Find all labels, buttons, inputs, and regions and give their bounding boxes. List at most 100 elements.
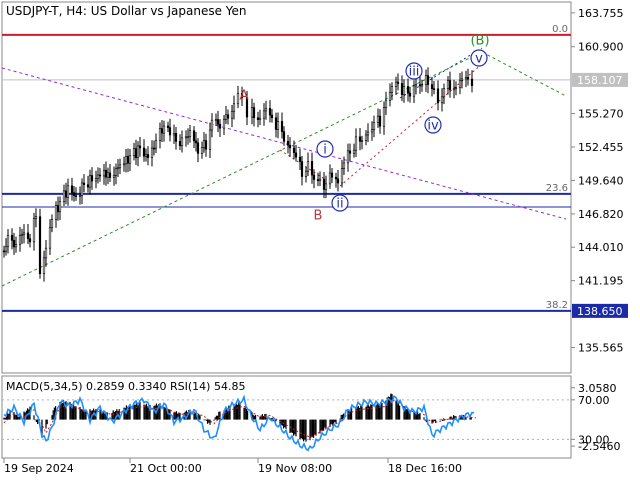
candle-body bbox=[194, 140, 198, 144]
macd-bar bbox=[360, 405, 362, 420]
candle-body bbox=[142, 147, 146, 157]
candle-body bbox=[245, 97, 249, 118]
candle-body bbox=[154, 140, 158, 149]
candle-body bbox=[268, 108, 272, 116]
macd-bar bbox=[325, 419, 327, 429]
macd-bar bbox=[128, 405, 130, 420]
candle-body bbox=[22, 232, 26, 235]
fib-label-0: 0.0 bbox=[552, 24, 568, 35]
macd-bar bbox=[273, 419, 275, 422]
macd-bar bbox=[423, 417, 425, 420]
macd-bar bbox=[73, 403, 75, 420]
candle-body bbox=[32, 218, 36, 243]
macd-bar bbox=[290, 419, 292, 433]
macd-bar bbox=[380, 402, 382, 420]
candle-body bbox=[116, 167, 120, 170]
macd-bar bbox=[304, 419, 306, 440]
candle-body bbox=[328, 172, 332, 185]
macd-bar bbox=[404, 407, 406, 420]
macd-bar bbox=[137, 404, 139, 420]
candle-body bbox=[128, 155, 132, 164]
macd-bar bbox=[313, 419, 315, 438]
candle-body bbox=[168, 127, 172, 136]
macd-bar bbox=[449, 416, 451, 420]
candle-body bbox=[342, 162, 346, 169]
candle-body bbox=[108, 172, 112, 178]
macd-bar bbox=[3, 417, 5, 420]
macd-bar bbox=[113, 411, 115, 420]
macd-bar bbox=[116, 409, 118, 420]
time-label-3: 18 Dec 16:00 bbox=[388, 462, 462, 475]
macd-bar bbox=[228, 405, 230, 420]
candle-body bbox=[324, 183, 328, 190]
candle-body bbox=[384, 100, 388, 108]
candle-body bbox=[196, 142, 200, 154]
macd-bar bbox=[208, 419, 210, 423]
macd-bar bbox=[310, 419, 312, 438]
time-label-2: 19 Nov 08:00 bbox=[258, 462, 332, 475]
macd-bar bbox=[399, 405, 401, 420]
macd-bar bbox=[255, 414, 257, 420]
macd-bar bbox=[60, 402, 62, 420]
macd-bar bbox=[198, 413, 200, 420]
macd-bar bbox=[377, 403, 379, 420]
candle-body bbox=[408, 92, 412, 97]
macd-bar bbox=[454, 416, 456, 420]
candle-body bbox=[200, 147, 204, 154]
trend-lines bbox=[1, 47, 567, 287]
candle-body bbox=[354, 136, 358, 151]
subwave-line-red bbox=[339, 63, 483, 187]
candle-body bbox=[330, 172, 334, 178]
macd-bar bbox=[265, 413, 267, 420]
macd-bar bbox=[303, 419, 305, 442]
candle-body bbox=[448, 80, 452, 91]
macd-bar bbox=[209, 419, 211, 425]
macd-bar bbox=[80, 409, 82, 420]
macd-bar bbox=[185, 410, 187, 420]
price-tag-9: 138.650 bbox=[577, 305, 623, 318]
macd-bar bbox=[395, 400, 397, 420]
macd-bar bbox=[301, 419, 303, 440]
macd-bar bbox=[295, 419, 297, 437]
candle-body bbox=[180, 137, 184, 147]
candle-body bbox=[28, 238, 32, 243]
macd-bar bbox=[148, 405, 150, 420]
candle-body bbox=[240, 92, 244, 98]
macd-bar bbox=[238, 402, 240, 420]
candle-body bbox=[292, 147, 296, 154]
macd-bar bbox=[124, 407, 126, 420]
candle-body bbox=[38, 216, 42, 275]
candle-body bbox=[138, 145, 142, 149]
macd-bar bbox=[244, 406, 246, 420]
candle-body bbox=[62, 190, 66, 202]
candle-body bbox=[132, 148, 136, 156]
macd-bar bbox=[260, 415, 262, 420]
macd-bar bbox=[133, 404, 135, 420]
macd-bar bbox=[341, 414, 343, 420]
macd-bar bbox=[84, 411, 86, 420]
macd-bar bbox=[283, 419, 285, 429]
candle-body bbox=[58, 201, 62, 213]
macd-bar bbox=[213, 419, 215, 421]
macd-bar bbox=[71, 404, 73, 420]
macd-bar bbox=[138, 403, 140, 420]
macd-bar bbox=[391, 393, 393, 420]
trend-line-purple bbox=[1, 67, 567, 220]
macd-bar bbox=[461, 417, 463, 420]
candle-body bbox=[334, 176, 338, 180]
macd-bar bbox=[45, 419, 47, 429]
macd-bar bbox=[173, 412, 175, 420]
macd-bar bbox=[252, 414, 254, 420]
wave-circle-i bbox=[316, 140, 334, 158]
macd-bar bbox=[233, 406, 235, 420]
candle-body bbox=[34, 216, 38, 219]
macd-bar bbox=[229, 406, 231, 420]
macd-bar bbox=[179, 412, 181, 420]
candle-body bbox=[44, 247, 48, 259]
candle-body bbox=[18, 235, 22, 245]
macd-bar bbox=[70, 403, 72, 420]
macd-bar bbox=[309, 419, 311, 441]
macd-bar bbox=[433, 419, 435, 422]
